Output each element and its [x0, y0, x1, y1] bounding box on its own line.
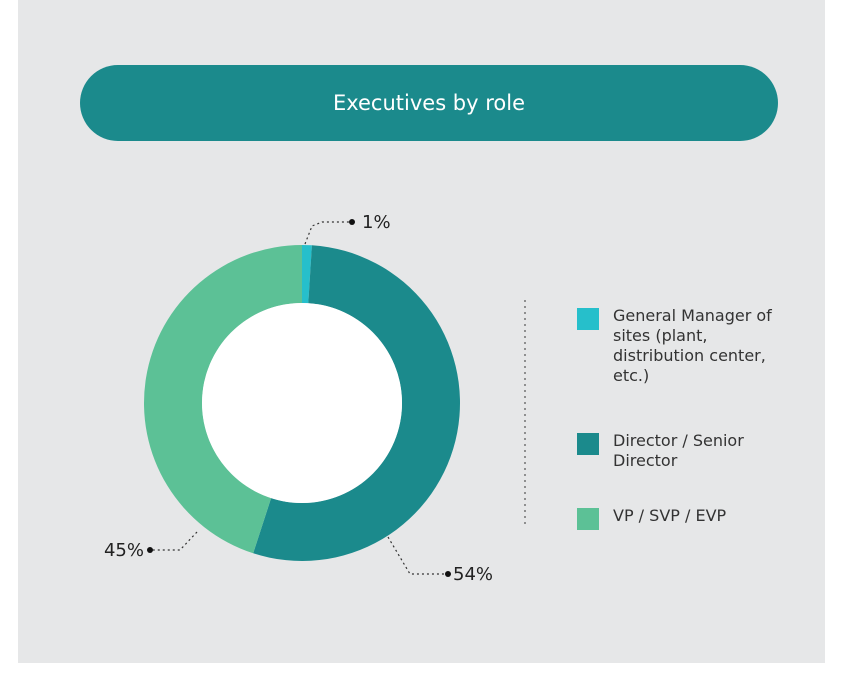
legend-item: General Manager of sites (plant, distrib…: [577, 306, 778, 386]
slice: [144, 245, 302, 554]
data-label: 1%: [362, 212, 391, 233]
leader-dot: [445, 571, 451, 577]
leader-line: [152, 531, 198, 551]
legend-label: Director / Senior Director: [613, 431, 744, 470]
slice: [253, 245, 460, 562]
donut-hole: [202, 303, 402, 503]
legend-swatch: [577, 433, 599, 455]
leader-dot: [147, 547, 153, 553]
legend-label: General Manager of sites (plant, distrib…: [613, 306, 772, 385]
data-label: 54%: [453, 564, 493, 585]
legend-swatch: [577, 308, 599, 330]
legend-item: Director / Senior Director: [577, 431, 778, 471]
legend-swatch: [577, 508, 599, 530]
data-label: 45%: [104, 540, 144, 561]
leader-line: [387, 536, 446, 575]
chart-title: Executives by role: [80, 65, 778, 141]
legend-label: VP / SVP / EVP: [613, 506, 727, 525]
leader-line: [304, 221, 350, 245]
slice: [302, 245, 312, 304]
leader-dot: [349, 219, 355, 225]
legend-item: VP / SVP / EVP: [577, 506, 778, 530]
